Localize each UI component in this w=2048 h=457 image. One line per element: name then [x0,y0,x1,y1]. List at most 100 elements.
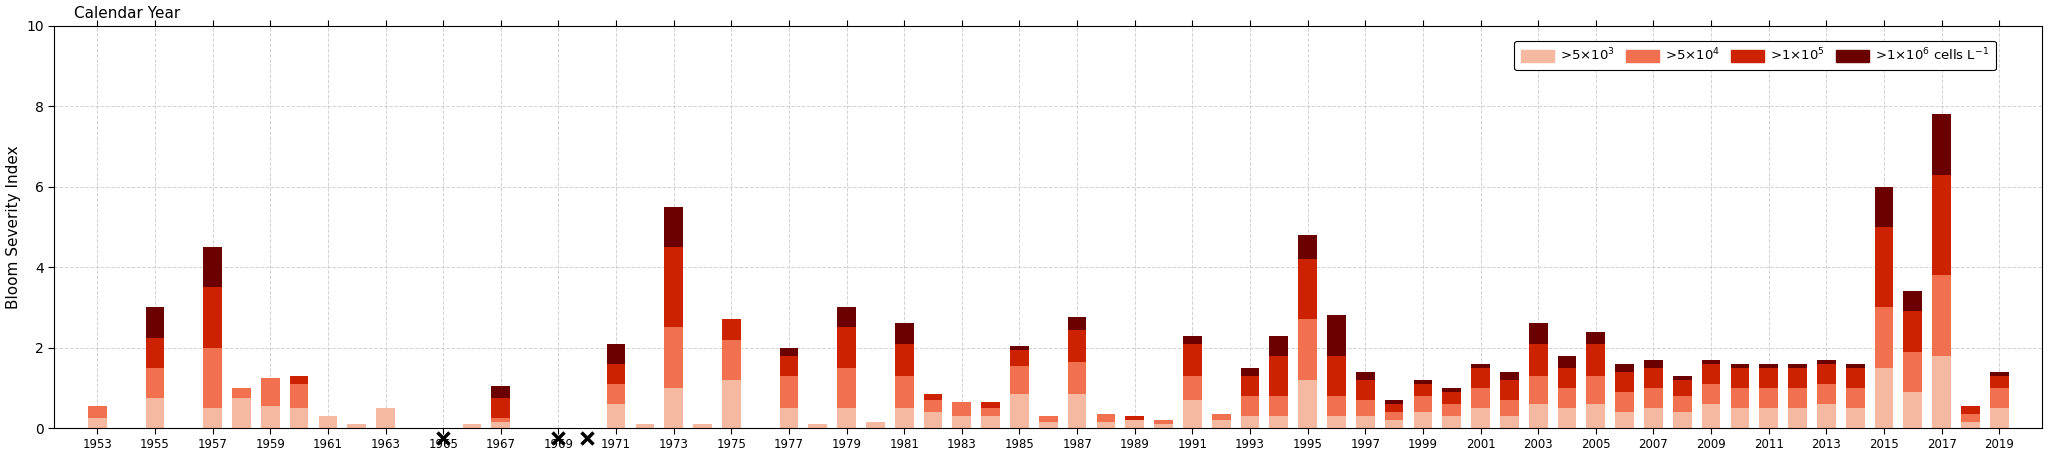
Bar [606,404,625,428]
Bar [1874,227,1892,308]
Bar [1759,408,1778,428]
Bar [1327,416,1346,428]
Bar [723,319,741,340]
Bar [1010,394,1028,428]
Bar [809,424,827,428]
Bar [203,287,221,348]
Bar [952,402,971,416]
Bar [1067,361,1087,394]
Bar [664,328,684,388]
Bar [1241,368,1260,376]
Bar [1356,416,1374,428]
Bar [1962,414,1980,422]
Bar [1991,376,2009,388]
Bar [145,368,164,398]
Bar [203,408,221,428]
Bar [203,247,221,287]
Bar [1587,331,1606,344]
Bar [1587,376,1606,404]
Bar [1962,422,1980,428]
Bar [1702,404,1720,428]
Bar [1817,404,1835,428]
Bar [1874,308,1892,368]
Bar [1645,360,1663,368]
Bar [1298,259,1317,319]
Bar [145,308,164,338]
Bar [1470,388,1489,408]
Text: Calendar Year: Calendar Year [74,5,180,21]
Bar [1788,368,1806,388]
Bar [492,386,510,398]
Bar [952,416,971,428]
Bar [1212,420,1231,428]
Bar [1903,392,1923,428]
Bar [1298,319,1317,380]
Bar [1442,416,1460,428]
Bar [1241,376,1260,396]
Bar [231,398,250,428]
Bar [1126,416,1145,420]
Bar [866,422,885,428]
Bar [1903,311,1923,351]
Bar [1096,414,1116,422]
Bar [1702,360,1720,364]
Bar [1155,424,1174,428]
Bar [1067,329,1087,361]
Bar [145,338,164,368]
Bar [1962,406,1980,414]
Bar [895,376,913,408]
Bar [1616,364,1634,372]
Bar [606,364,625,384]
Bar [1645,388,1663,408]
Bar [1470,368,1489,388]
Bar [1559,368,1577,388]
Bar [1845,408,1864,428]
Bar [1384,412,1403,420]
Bar [838,308,856,328]
Bar [1817,384,1835,404]
Y-axis label: Bloom Severity Index: Bloom Severity Index [6,145,20,309]
Bar [1038,422,1057,428]
Bar [1874,368,1892,428]
Bar [1731,388,1749,408]
Bar [88,418,106,428]
Bar [1241,396,1260,416]
Bar [1184,376,1202,400]
Bar [1413,396,1432,412]
Bar [1038,416,1057,422]
Bar [838,368,856,408]
Bar [1788,364,1806,368]
Bar [1413,380,1432,384]
Bar [723,380,741,428]
Bar [1442,388,1460,392]
Bar [1931,114,1952,175]
Bar [1845,388,1864,408]
Bar [1470,364,1489,368]
Bar [1903,291,1923,311]
Bar [895,408,913,428]
Bar [1931,356,1952,428]
Bar [492,398,510,418]
Bar [1184,335,1202,344]
Bar [924,412,942,428]
Bar [1731,408,1749,428]
Legend: >5$\times$10$^3$, >5$\times$10$^4$, >1$\times$10$^5$, >1$\times$10$^6$ cells L$^: >5$\times$10$^3$, >5$\times$10$^4$, >1$\… [1513,41,1997,70]
Bar [1384,400,1403,404]
Bar [1067,318,1087,329]
Bar [203,348,221,408]
Bar [1991,372,2009,376]
Bar [1384,420,1403,428]
Bar [1731,368,1749,388]
Bar [1616,412,1634,428]
Bar [1616,392,1634,412]
Bar [723,340,741,380]
Bar [1673,380,1692,396]
Bar [1356,400,1374,416]
Bar [1327,315,1346,356]
Bar [1470,408,1489,428]
Bar [1384,404,1403,412]
Bar [1184,400,1202,428]
Bar [145,398,164,428]
Bar [838,328,856,368]
Bar [780,348,799,356]
